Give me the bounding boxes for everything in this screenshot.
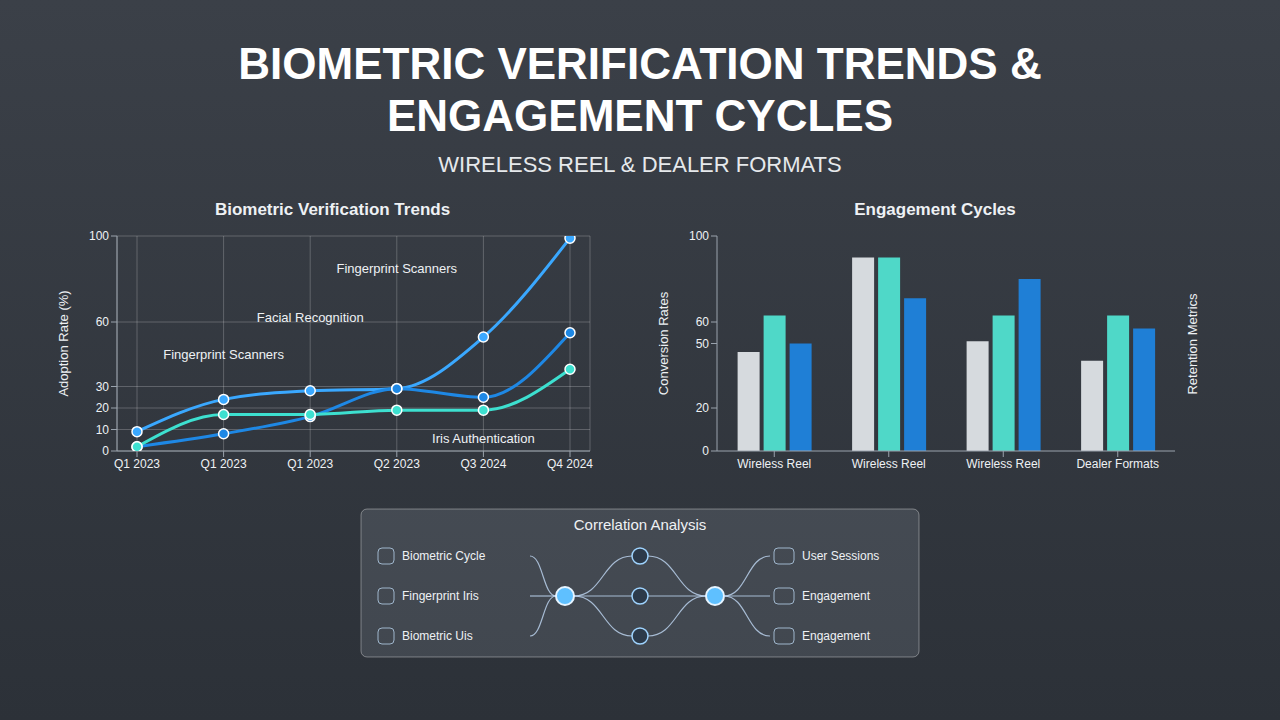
svg-text:Q4 2024: Q4 2024 [547, 457, 593, 471]
svg-text:Correlation Analysis: Correlation Analysis [574, 516, 707, 533]
svg-text:Q1 2023: Q1 2023 [114, 457, 160, 471]
svg-text:100: 100 [689, 229, 709, 243]
svg-text:Iris Authentication: Iris Authentication [432, 431, 535, 446]
svg-text:Q2 2023: Q2 2023 [374, 457, 420, 471]
svg-text:30: 30 [96, 380, 110, 394]
html-text:Retention Metrics: Retention Metrics [1184, 292, 1200, 395]
html-text:BIOMETRIC VERIFICATION TRENDS: BIOMETRIC VERIFICATION TRENDS & ENGAGEME… [238, 39, 1042, 140]
svg-text:Fingerprint Iris: Fingerprint Iris [402, 589, 479, 603]
svg-text:60: 60 [96, 315, 110, 329]
html-text:Engagement Cycles: Engagement Cycles [854, 200, 1016, 219]
svg-text:20: 20 [696, 401, 710, 415]
svg-text:Facial Recognition: Facial Recognition [257, 310, 364, 325]
svg-text:User Sessions: User Sessions [802, 549, 879, 563]
svg-text:Wireless Reel: Wireless Reel [966, 457, 1040, 471]
svg-text:Engagement: Engagement [802, 589, 871, 603]
svg-text:20: 20 [96, 401, 110, 415]
svg-text:50: 50 [696, 337, 710, 351]
svg-text:Q3 2024: Q3 2024 [460, 457, 506, 471]
svg-text:Engagement: Engagement [802, 629, 871, 643]
svg-text:60: 60 [696, 315, 710, 329]
html-text:Biometric Verification Trends: Biometric Verification Trends [214, 200, 451, 219]
svg-text:Wireless Reel: Wireless Reel [737, 457, 811, 471]
svg-text:Q1 2023: Q1 2023 [287, 457, 333, 471]
html-text:WIRELESS REEL & DEALER FORMATS: WIRELESS REEL & DEALER FORMATS [438, 152, 842, 177]
svg-text:Adoption Rate (%): Adoption Rate (%) [56, 290, 71, 396]
svg-text:Dealer Formats: Dealer Formats [1076, 457, 1159, 471]
svg-text:0: 0 [102, 444, 109, 458]
svg-text:Conversion Rates: Conversion Rates [656, 291, 671, 395]
svg-text:Fingerprint Scanners: Fingerprint Scanners [336, 261, 457, 276]
svg-text:0: 0 [702, 444, 709, 458]
svg-text:Wireless Reel: Wireless Reel [852, 457, 926, 471]
svg-text:10: 10 [96, 423, 110, 437]
svg-text:Biometric Uis: Biometric Uis [402, 629, 473, 643]
svg-text:Q1 2023: Q1 2023 [201, 457, 247, 471]
svg-text:Fingerprint Scanners: Fingerprint Scanners [163, 347, 284, 362]
svg-text:100: 100 [89, 229, 109, 243]
svg-text:Biometric Cycle: Biometric Cycle [402, 549, 486, 563]
